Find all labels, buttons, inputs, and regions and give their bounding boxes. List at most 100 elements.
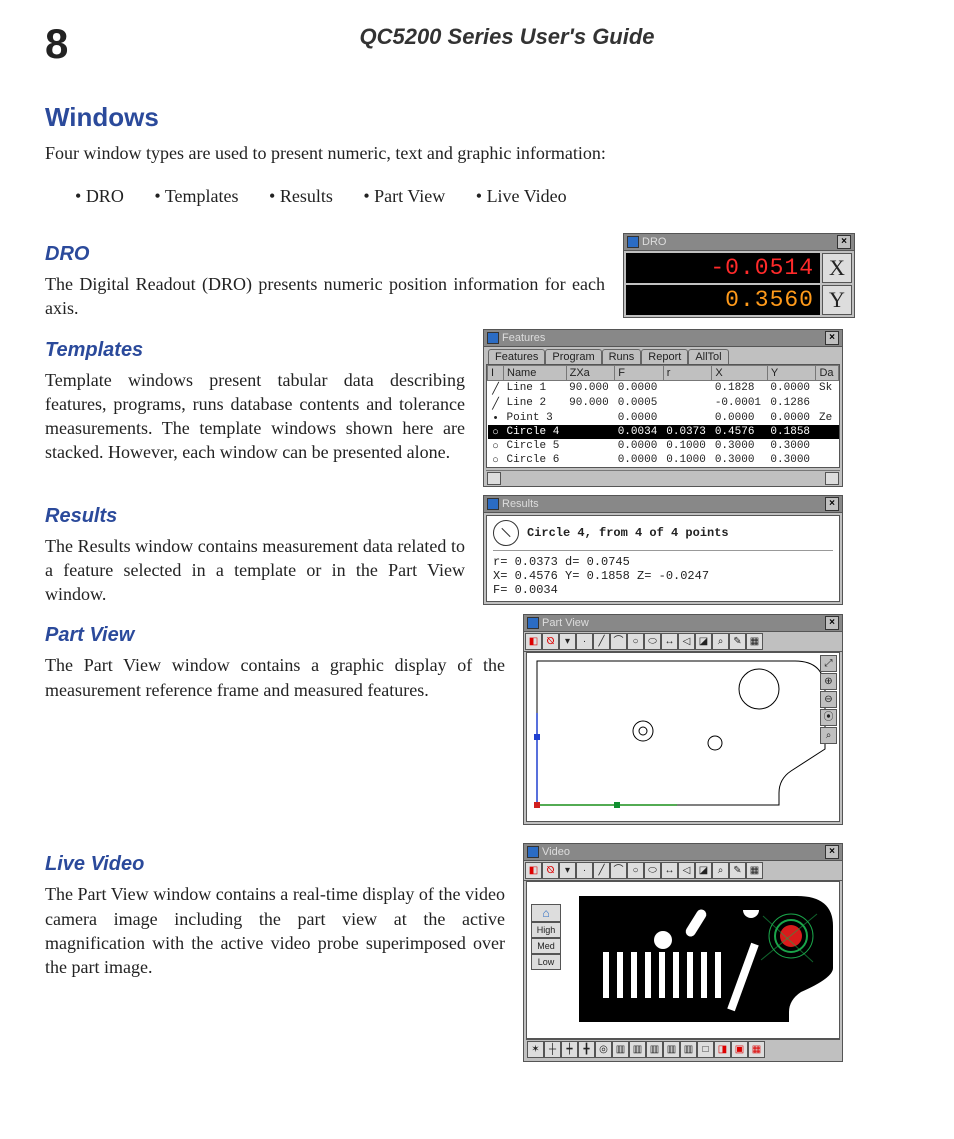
tab-alltol[interactable]: AllTol xyxy=(688,349,728,364)
mag-low-button[interactable]: Low xyxy=(531,954,561,970)
probe-tool-1[interactable]: ┼ xyxy=(544,1041,561,1058)
video-tool-4[interactable]: ╱ xyxy=(593,862,610,879)
probe-tool-7[interactable]: ▥ xyxy=(646,1041,663,1058)
results-line-2: X= 0.4576 Y= 0.1858 Z= -0.0247 xyxy=(493,569,833,583)
video-tool-1[interactable]: ⦰ xyxy=(542,862,559,879)
video-tool-9[interactable]: ◁ xyxy=(678,862,695,879)
table-row[interactable]: ╱Line 290.0000.0005-0.00010.1286 xyxy=(488,396,839,411)
probe-tool-10[interactable]: □ xyxy=(697,1041,714,1058)
probe-tool-13[interactable]: ▦ xyxy=(748,1041,765,1058)
partview-tool-4[interactable]: ╱ xyxy=(593,633,610,650)
bullet-livevideo: Live Video xyxy=(476,186,567,206)
probe-tool-5[interactable]: ▥ xyxy=(612,1041,629,1058)
video-tool-0[interactable]: ◧ xyxy=(525,862,542,879)
table-row[interactable]: ╱Line 190.0000.00000.18280.0000Sk xyxy=(488,380,839,396)
dro-titlebar[interactable]: DRO × xyxy=(624,234,854,251)
home-icon[interactable]: ⌂ xyxy=(531,904,561,922)
results-window: Results × Circle 4, from 4 of 4 points r… xyxy=(483,495,843,605)
table-row[interactable]: ○Circle 40.00340.03730.45760.1858 xyxy=(488,425,839,439)
mag-high-button[interactable]: High xyxy=(531,922,561,938)
close-icon[interactable]: × xyxy=(825,845,839,859)
partview-toolbar: ◧⦰▾·╱⌒○⬭↔◁◪⌕✎▦ xyxy=(524,632,842,652)
table-cell: 0.0000 xyxy=(767,380,816,396)
features-table[interactable]: INameZXaFrXYDa╱Line 190.0000.00000.18280… xyxy=(486,364,840,468)
table-cell xyxy=(816,396,839,411)
partview-tool-10[interactable]: ◪ xyxy=(695,633,712,650)
partview-tool-1[interactable]: ⦰ xyxy=(542,633,559,650)
table-cell: Line 2 xyxy=(504,396,567,411)
column-header[interactable]: ZXa xyxy=(566,365,615,380)
probe-tool-2[interactable]: ┿ xyxy=(561,1041,578,1058)
probe-tool-0[interactable]: ✶ xyxy=(527,1041,544,1058)
probe-tool-6[interactable]: ▥ xyxy=(629,1041,646,1058)
table-cell: 0.0000 xyxy=(615,453,664,467)
partview-tool-7[interactable]: ⬭ xyxy=(644,633,661,650)
zoom-tool-0[interactable]: ⤢ xyxy=(820,655,837,672)
column-header[interactable]: Da xyxy=(816,365,839,380)
partview-tool-3[interactable]: · xyxy=(576,633,593,650)
partview-tool-13[interactable]: ▦ xyxy=(746,633,763,650)
close-icon[interactable]: × xyxy=(837,235,851,249)
mag-med-button[interactable]: Med xyxy=(531,938,561,954)
page-header: 8 QC5200 Series User's Guide xyxy=(45,20,909,68)
templates-paragraph: Template windows present tabular data de… xyxy=(45,368,465,465)
probe-tool-9[interactable]: ▥ xyxy=(680,1041,697,1058)
zoom-tool-2[interactable]: ⊖ xyxy=(820,691,837,708)
section-title: Windows xyxy=(45,102,909,133)
features-titlebar[interactable]: Features × xyxy=(484,330,842,347)
video-tool-13[interactable]: ▦ xyxy=(746,862,763,879)
table-row[interactable]: •Point 30.00000.00000.0000Ze xyxy=(488,411,839,425)
close-icon[interactable]: × xyxy=(825,616,839,630)
close-icon[interactable]: × xyxy=(825,331,839,345)
partview-tool-12[interactable]: ✎ xyxy=(729,633,746,650)
dro-axis-x[interactable]: X xyxy=(822,253,852,283)
zoom-tool-3[interactable]: ⦿ xyxy=(820,709,837,726)
probe-tool-11[interactable]: ◨ xyxy=(714,1041,731,1058)
tab-program[interactable]: Program xyxy=(545,349,601,364)
partview-tool-8[interactable]: ↔ xyxy=(661,633,678,650)
column-header[interactable]: Y xyxy=(767,365,816,380)
probe-tool-8[interactable]: ▥ xyxy=(663,1041,680,1058)
zoom-tool-1[interactable]: ⊕ xyxy=(820,673,837,690)
close-icon[interactable]: × xyxy=(825,497,839,511)
tab-runs[interactable]: Runs xyxy=(602,349,642,364)
partview-tool-5[interactable]: ⌒ xyxy=(610,633,627,650)
tab-features[interactable]: Features xyxy=(488,349,545,364)
table-row[interactable]: ○Circle 50.00000.10000.30000.3000 xyxy=(488,439,839,453)
video-tool-6[interactable]: ○ xyxy=(627,862,644,879)
partview-tool-9[interactable]: ◁ xyxy=(678,633,695,650)
partview-tool-11[interactable]: ⌕ xyxy=(712,633,729,650)
video-tool-10[interactable]: ◪ xyxy=(695,862,712,879)
table-cell: 0.3000 xyxy=(712,439,768,453)
partview-tool-0[interactable]: ◧ xyxy=(525,633,542,650)
probe-tool-4[interactable]: ◎ xyxy=(595,1041,612,1058)
partview-tool-2[interactable]: ▾ xyxy=(559,633,576,650)
video-tool-5[interactable]: ⌒ xyxy=(610,862,627,879)
video-titlebar[interactable]: Video × xyxy=(524,844,842,861)
video-tool-8[interactable]: ↔ xyxy=(661,862,678,879)
table-cell: 0.0000 xyxy=(615,439,664,453)
video-tool-12[interactable]: ✎ xyxy=(729,862,746,879)
zoom-tool-4[interactable]: ⌕ xyxy=(820,727,837,744)
partview-titlebar[interactable]: Part View × xyxy=(524,615,842,632)
column-header[interactable]: F xyxy=(615,365,664,380)
column-header[interactable]: I xyxy=(488,365,504,380)
video-tool-3[interactable]: · xyxy=(576,862,593,879)
partview-canvas[interactable]: ⤢⊕⊖⦿⌕ xyxy=(526,652,840,822)
results-titlebar[interactable]: Results × xyxy=(484,496,842,513)
table-row[interactable]: ○Circle 60.00000.10000.30000.3000 xyxy=(488,453,839,467)
probe-tool-3[interactable]: ╋ xyxy=(578,1041,595,1058)
dro-axis-y[interactable]: Y xyxy=(822,285,852,315)
column-header[interactable]: Name xyxy=(504,365,567,380)
column-header[interactable]: r xyxy=(663,365,712,380)
video-canvas[interactable]: ⌂ High Med Low xyxy=(526,881,840,1039)
horizontal-scrollbar[interactable] xyxy=(486,470,840,484)
tab-report[interactable]: Report xyxy=(641,349,688,364)
probe-tool-12[interactable]: ▣ xyxy=(731,1041,748,1058)
column-header[interactable]: X xyxy=(712,365,768,380)
video-tool-11[interactable]: ⌕ xyxy=(712,862,729,879)
video-tool-7[interactable]: ⬭ xyxy=(644,862,661,879)
video-tool-2[interactable]: ▾ xyxy=(559,862,576,879)
features-tabbar: FeaturesProgramRunsReportAllTol xyxy=(484,347,842,364)
partview-tool-6[interactable]: ○ xyxy=(627,633,644,650)
